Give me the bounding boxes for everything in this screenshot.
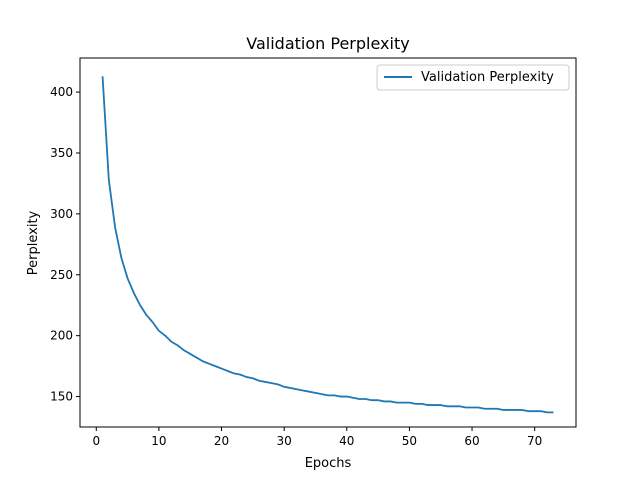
x-tick-label: 40 — [339, 434, 354, 448]
chart-title: Validation Perplexity — [246, 34, 409, 53]
y-tick-label: 300 — [50, 207, 73, 221]
series-line — [101, 76, 554, 414]
x-tick-label: 0 — [92, 434, 100, 448]
plot-area — [79, 57, 577, 428]
y-tick-label: 350 — [50, 146, 73, 160]
x-tick-label: 70 — [527, 434, 542, 448]
x-tick-label: 60 — [464, 434, 479, 448]
x-axis: 0 10 20 30 40 50 60 70 — [92, 427, 542, 448]
y-tick-label: 200 — [50, 329, 73, 343]
legend-label: Validation Perplexity — [421, 70, 554, 85]
x-axis-label: Epochs — [305, 456, 352, 471]
x-tick-label: 10 — [151, 434, 166, 448]
series-layer — [101, 76, 554, 414]
x-tick-label: 30 — [277, 434, 292, 448]
y-tick-label: 250 — [50, 268, 73, 282]
legend-box — [376, 64, 570, 91]
x-tick-label: 50 — [402, 434, 417, 448]
y-tick-label: 400 — [50, 85, 73, 99]
legend: Validation Perplexity — [376, 64, 570, 91]
y-tick-label: 150 — [50, 390, 73, 404]
x-tick-label: 20 — [214, 434, 229, 448]
y-axis: 150 200 250 300 350 400 — [50, 85, 80, 404]
y-axis-label: Perplexity — [26, 210, 41, 275]
